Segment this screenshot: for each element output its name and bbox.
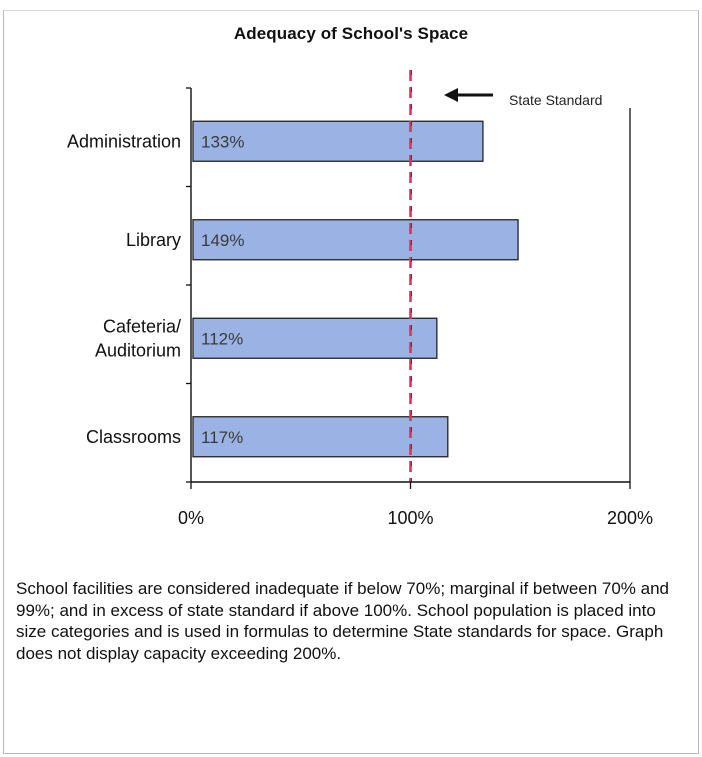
x-tick-label: 100% (387, 508, 433, 528)
category-label: Classrooms (86, 427, 181, 447)
data-label: 112% (201, 329, 243, 348)
category-label: Cafeteria/Auditorium (95, 316, 181, 360)
footnote: School facilities are considered inadequ… (16, 578, 686, 664)
x-tick-label: 200% (607, 508, 653, 528)
reference-line-label: State Standard (509, 92, 602, 108)
data-label: 149% (201, 231, 244, 250)
x-tick-label: 0% (178, 508, 204, 528)
reference-arrowhead (444, 88, 458, 102)
data-label: 133% (201, 132, 244, 151)
category-label: Administration (67, 131, 181, 151)
data-label: 117% (201, 428, 243, 447)
category-label: Library (126, 230, 181, 250)
